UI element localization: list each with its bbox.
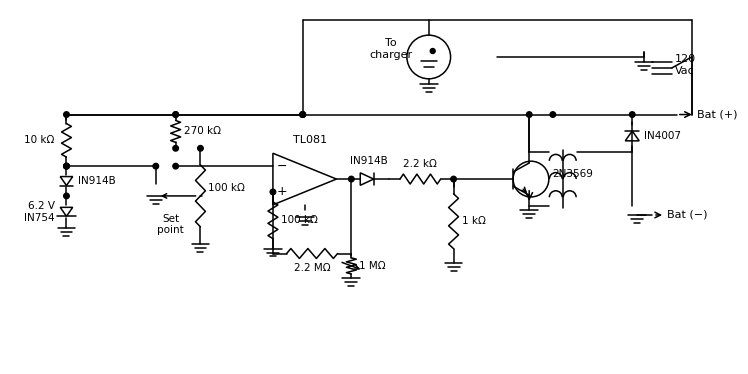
Circle shape [153, 163, 159, 169]
Text: 120
Vac: 120 Vac [675, 54, 696, 76]
Text: 100 kΩ: 100 kΩ [280, 215, 318, 225]
Text: IN914B: IN914B [350, 156, 388, 166]
Circle shape [64, 163, 70, 169]
Circle shape [451, 176, 456, 182]
Text: Set
point: Set point [157, 214, 184, 235]
Circle shape [349, 176, 354, 182]
Circle shape [173, 163, 179, 169]
Circle shape [300, 112, 305, 117]
Text: 6.2 V
IN754: 6.2 V IN754 [24, 201, 55, 223]
Circle shape [630, 112, 635, 117]
Text: 1 kΩ: 1 kΩ [462, 216, 485, 226]
Text: 100 kΩ: 100 kΩ [209, 183, 245, 193]
Text: 10 kΩ: 10 kΩ [24, 135, 55, 145]
Circle shape [64, 163, 70, 169]
Text: TL081: TL081 [292, 135, 327, 145]
Circle shape [173, 112, 179, 117]
Circle shape [173, 145, 179, 151]
Text: IN4007: IN4007 [644, 131, 681, 141]
Text: 2N3569: 2N3569 [552, 169, 592, 179]
Text: 270 kΩ: 270 kΩ [183, 126, 221, 137]
Circle shape [173, 112, 179, 117]
Circle shape [550, 112, 556, 117]
Circle shape [197, 145, 203, 151]
Circle shape [300, 112, 305, 117]
Text: IN914B: IN914B [79, 176, 116, 186]
Text: Bat (−): Bat (−) [667, 210, 708, 220]
Text: +: + [277, 186, 287, 199]
Text: −: − [277, 160, 287, 173]
Text: 1 MΩ: 1 MΩ [359, 261, 386, 271]
Text: 2.2 kΩ: 2.2 kΩ [403, 159, 438, 169]
Text: To
charger: To charger [370, 38, 413, 60]
Circle shape [64, 193, 70, 199]
Circle shape [527, 112, 532, 117]
Text: Bat (+): Bat (+) [696, 110, 738, 120]
Circle shape [270, 189, 276, 195]
Circle shape [300, 112, 305, 117]
Circle shape [64, 163, 70, 169]
Text: 2.2 MΩ: 2.2 MΩ [294, 263, 331, 273]
Circle shape [64, 112, 70, 117]
Circle shape [430, 49, 435, 53]
